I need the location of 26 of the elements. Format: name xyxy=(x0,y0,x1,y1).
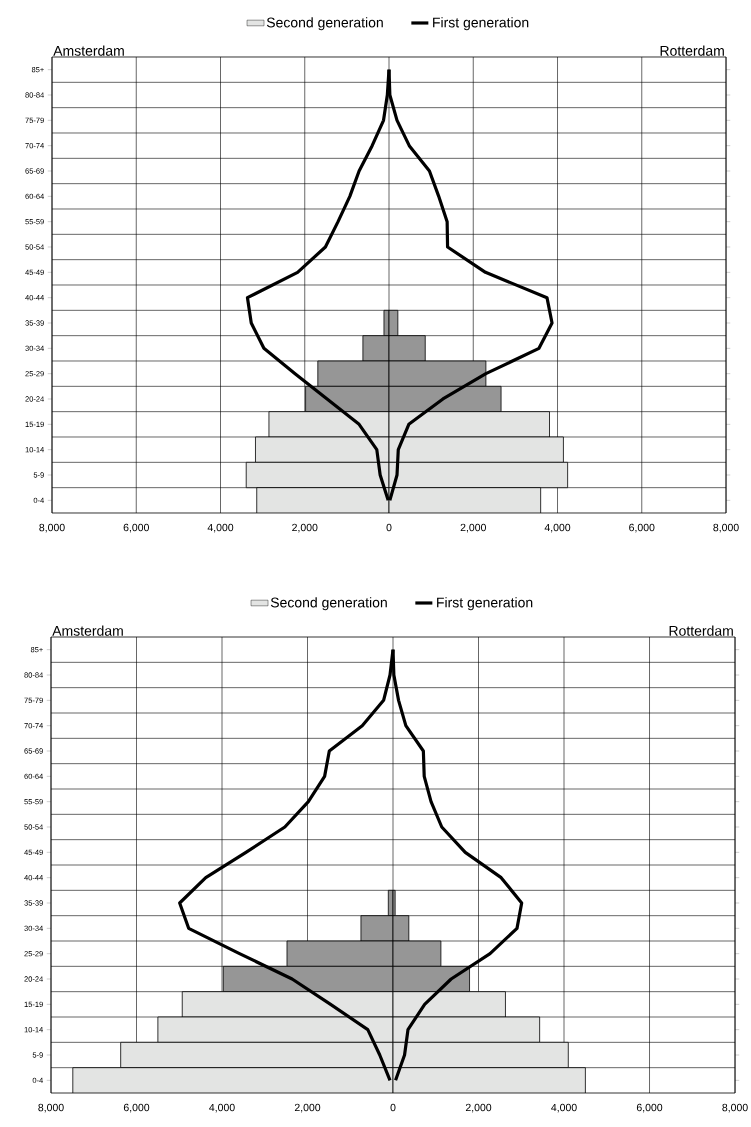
x-tick-label: 4,000 xyxy=(207,523,234,533)
x-tick-label: 2,000 xyxy=(465,1103,492,1113)
x-tick-label: 8,000 xyxy=(722,1103,748,1113)
legend-label: First generation xyxy=(433,17,529,31)
x-tick-label: 8,000 xyxy=(39,523,65,533)
x-tick-label: 6,000 xyxy=(123,1103,150,1113)
x-tick-label: 6,000 xyxy=(629,523,655,533)
x-tick-label: 8,000 xyxy=(713,523,739,533)
x-tick-label: 2,000 xyxy=(292,523,318,533)
x-tick-label: 4,000 xyxy=(544,523,571,533)
legend-label: Second generation xyxy=(266,17,383,31)
x-tick-label: 4,000 xyxy=(551,1103,577,1113)
text: Rotterdam xyxy=(669,625,733,636)
x-tick-label: 2,000 xyxy=(294,1103,321,1113)
text: Amsterdam xyxy=(53,45,124,56)
x-tick-label: 2,000 xyxy=(460,523,486,533)
legend-label: First generation xyxy=(437,597,533,611)
x-tick-label: 0 xyxy=(386,523,392,532)
legend-label: Second generation xyxy=(270,597,387,611)
text: Rotterdam xyxy=(660,45,724,56)
x-tick-label: 4,000 xyxy=(209,1103,235,1113)
text: Amsterdam xyxy=(52,625,123,636)
x-tick-label: 8,000 xyxy=(38,1103,64,1113)
x-tick-label: 6,000 xyxy=(123,523,149,533)
x-tick-label: 0 xyxy=(390,1103,396,1112)
x-tick-label: 6,000 xyxy=(636,1103,663,1113)
